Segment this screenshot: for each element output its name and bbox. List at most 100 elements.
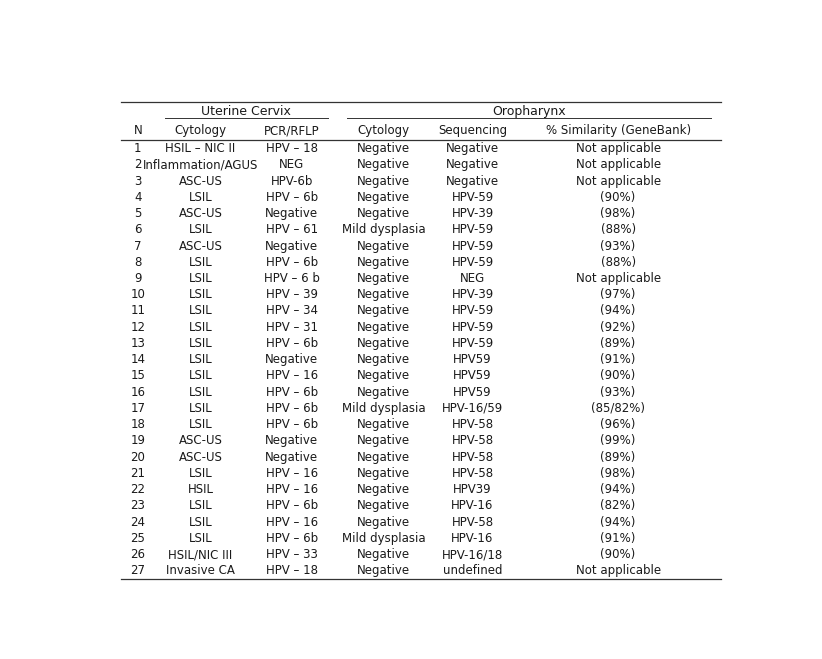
Text: Negative: Negative xyxy=(357,272,410,285)
Text: HPV-16/59: HPV-16/59 xyxy=(442,402,503,415)
Text: HPV – 6b: HPV – 6b xyxy=(266,386,317,399)
Text: Negative: Negative xyxy=(357,175,410,188)
Text: (94%): (94%) xyxy=(600,483,635,496)
Text: (92%): (92%) xyxy=(600,321,635,333)
Text: HPV – 39: HPV – 39 xyxy=(266,288,317,301)
Text: NEG: NEG xyxy=(279,158,304,171)
Text: (88%): (88%) xyxy=(601,223,635,237)
Text: ASC-US: ASC-US xyxy=(178,207,223,220)
Text: Negative: Negative xyxy=(357,142,410,155)
Text: 14: 14 xyxy=(131,353,145,366)
Text: (91%): (91%) xyxy=(600,353,635,366)
Text: HPV – 6b: HPV – 6b xyxy=(266,402,317,415)
Text: HSIL: HSIL xyxy=(187,483,214,496)
Text: (85/82%): (85/82%) xyxy=(591,402,645,415)
Text: Negative: Negative xyxy=(357,207,410,220)
Text: Negative: Negative xyxy=(265,451,318,464)
Text: HPV-58: HPV-58 xyxy=(451,434,494,447)
Text: Sequencing: Sequencing xyxy=(438,125,507,137)
Text: HPV-6b: HPV-6b xyxy=(270,175,313,188)
Text: HSIL/NIC III: HSIL/NIC III xyxy=(169,548,233,561)
Text: Negative: Negative xyxy=(357,191,410,204)
Text: Inflammation/AGUS: Inflammation/AGUS xyxy=(143,158,258,171)
Text: HPV39: HPV39 xyxy=(453,483,492,496)
Text: HPV – 6b: HPV – 6b xyxy=(266,500,317,512)
Text: 10: 10 xyxy=(131,288,145,301)
Text: HPV – 16: HPV – 16 xyxy=(266,467,317,480)
Text: LSIL: LSIL xyxy=(189,467,212,480)
Text: LSIL: LSIL xyxy=(189,402,212,415)
Text: LSIL: LSIL xyxy=(189,370,212,382)
Text: 13: 13 xyxy=(131,337,145,350)
Text: Negative: Negative xyxy=(265,239,318,252)
Text: HPV59: HPV59 xyxy=(453,353,492,366)
Text: Negative: Negative xyxy=(265,434,318,447)
Text: (90%): (90%) xyxy=(601,191,635,204)
Text: HPV-58: HPV-58 xyxy=(451,515,494,529)
Text: LSIL: LSIL xyxy=(189,321,212,333)
Text: Negative: Negative xyxy=(265,353,318,366)
Text: HPV – 16: HPV – 16 xyxy=(266,515,317,529)
Text: Negative: Negative xyxy=(446,142,499,155)
Text: 12: 12 xyxy=(131,321,145,333)
Text: 4: 4 xyxy=(134,191,141,204)
Text: 26: 26 xyxy=(131,548,145,561)
Text: 2: 2 xyxy=(134,158,141,171)
Text: HPV-39: HPV-39 xyxy=(451,288,494,301)
Text: Mild dysplasia: Mild dysplasia xyxy=(342,532,425,545)
Text: NEG: NEG xyxy=(460,272,485,285)
Text: ASC-US: ASC-US xyxy=(178,451,223,464)
Text: 6: 6 xyxy=(134,223,141,237)
Text: HPV-59: HPV-59 xyxy=(451,256,494,269)
Text: N: N xyxy=(133,125,142,137)
Text: 5: 5 xyxy=(134,207,141,220)
Text: Negative: Negative xyxy=(357,564,410,577)
Text: HPV – 6 b: HPV – 6 b xyxy=(264,272,320,285)
Text: LSIL: LSIL xyxy=(189,515,212,529)
Text: 19: 19 xyxy=(131,434,145,447)
Text: HPV – 33: HPV – 33 xyxy=(266,548,317,561)
Text: (91%): (91%) xyxy=(600,532,635,545)
Text: 21: 21 xyxy=(131,467,145,480)
Text: ASC-US: ASC-US xyxy=(178,239,223,252)
Text: LSIL: LSIL xyxy=(189,353,212,366)
Text: (94%): (94%) xyxy=(600,515,635,529)
Text: (97%): (97%) xyxy=(600,288,635,301)
Text: 3: 3 xyxy=(134,175,141,188)
Text: 18: 18 xyxy=(131,418,145,431)
Text: 17: 17 xyxy=(131,402,145,415)
Text: HPV – 6b: HPV – 6b xyxy=(266,191,317,204)
Text: Oropharynx: Oropharynx xyxy=(492,105,566,118)
Text: Negative: Negative xyxy=(357,337,410,350)
Text: HPV – 6b: HPV – 6b xyxy=(266,256,317,269)
Text: LSIL: LSIL xyxy=(189,532,212,545)
Text: Not applicable: Not applicable xyxy=(575,272,661,285)
Text: LSIL: LSIL xyxy=(189,288,212,301)
Text: Mild dysplasia: Mild dysplasia xyxy=(342,402,425,415)
Text: LSIL: LSIL xyxy=(189,191,212,204)
Text: LSIL: LSIL xyxy=(189,418,212,431)
Text: HPV – 31: HPV – 31 xyxy=(266,321,317,333)
Text: HPV-16: HPV-16 xyxy=(451,500,494,512)
Text: HPV59: HPV59 xyxy=(453,370,492,382)
Text: (94%): (94%) xyxy=(600,304,635,318)
Text: LSIL: LSIL xyxy=(189,256,212,269)
Text: 7: 7 xyxy=(134,239,141,252)
Text: Negative: Negative xyxy=(446,175,499,188)
Text: Mild dysplasia: Mild dysplasia xyxy=(342,223,425,237)
Text: HPV – 61: HPV – 61 xyxy=(266,223,317,237)
Text: (98%): (98%) xyxy=(601,467,635,480)
Text: HPV-59: HPV-59 xyxy=(451,321,494,333)
Text: HPV – 16: HPV – 16 xyxy=(266,370,317,382)
Text: Not applicable: Not applicable xyxy=(575,158,661,171)
Text: Not applicable: Not applicable xyxy=(575,564,661,577)
Text: 27: 27 xyxy=(131,564,145,577)
Text: HPV – 18: HPV – 18 xyxy=(266,142,317,155)
Text: undefined: undefined xyxy=(443,564,502,577)
Text: 25: 25 xyxy=(131,532,145,545)
Text: 22: 22 xyxy=(131,483,145,496)
Text: ASC-US: ASC-US xyxy=(178,175,223,188)
Text: 8: 8 xyxy=(134,256,141,269)
Text: LSIL: LSIL xyxy=(189,386,212,399)
Text: Negative: Negative xyxy=(357,288,410,301)
